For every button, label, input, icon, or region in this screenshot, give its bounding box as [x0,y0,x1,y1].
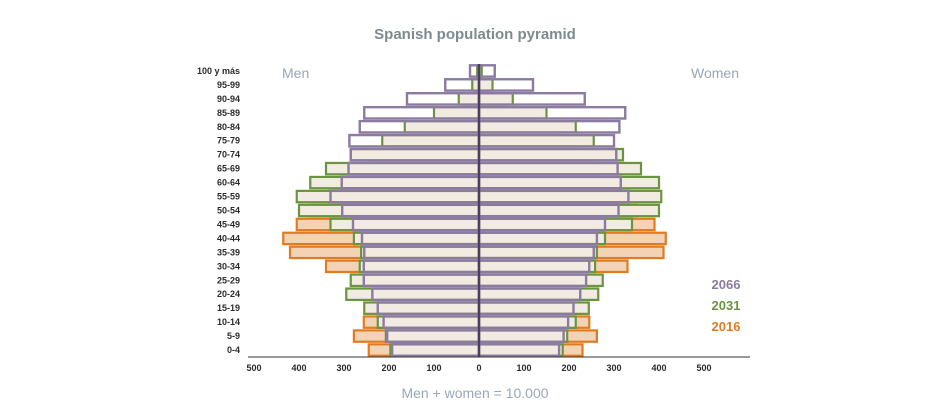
age-label: 20-24 [217,289,240,299]
bar-women-2031-55-59 [477,189,663,204]
bar-men-2031-70-74 [349,147,481,162]
bar-men-2031-25-29 [349,273,481,288]
bar-women-2031-10-14 [477,315,577,329]
bar-women-2031-85-89 [477,106,548,120]
x-tick-label: 400 [651,363,666,373]
bar-women-2031-45-49 [477,217,634,232]
age-label: 0-4 [227,345,240,355]
women-label: Women [691,65,739,81]
age-label: 45-49 [217,219,240,229]
age-label: 60-64 [217,178,240,188]
bar-women-2031-0-4 [477,343,564,357]
legend-item-2031: 2031 [712,298,741,313]
bar-men-2031-0-4 [389,343,481,357]
x-tick-label: 100 [426,363,441,373]
age-label: 15-19 [217,303,240,313]
x-tick-label: 100 [516,363,531,373]
x-tick-label: 400 [291,363,306,373]
x-tick-label: 200 [561,363,576,373]
age-label: 70-74 [217,150,240,160]
x-tick-label: 300 [606,363,621,373]
x-tick-label: 500 [696,363,711,373]
x-tick-label: 300 [336,363,351,373]
bar-men-2031-30-34 [358,259,481,274]
age-label: 30-34 [217,261,240,271]
age-label: 40-44 [217,233,240,243]
bar-men-2031-10-14 [376,315,481,329]
bar-women-2031-80-84 [477,120,577,134]
bar-men-2031-20-24 [345,287,481,301]
bar-women-2031-75-79 [477,133,595,148]
bar-men-2031-60-64 [309,175,481,190]
bar-women-2031-30-34 [477,259,597,274]
bar-women-2031-35-39 [477,245,599,260]
age-label: 80-84 [217,122,240,132]
bar-men-2031-50-54 [297,203,481,218]
age-label: 75-79 [217,136,240,146]
age-label: 50-54 [217,206,240,216]
age-label: 35-39 [217,247,240,257]
bar-women-2031-25-29 [477,273,604,288]
age-label: 100 y más [197,66,240,76]
bar-men-2031-35-39 [360,245,481,260]
age-label: 10-14 [217,317,240,327]
bar-women-2031-40-44 [477,231,607,246]
bar-men-2031-90-94 [457,92,481,106]
x-tick-label: 200 [381,363,396,373]
bar-women-2031-95-99 [477,78,494,92]
age-label: 65-69 [217,164,240,174]
legend: 2066 2031 2016 [712,277,741,334]
chart-title: Spanish population pyramid [374,26,576,43]
age-label: 25-29 [217,275,240,285]
bar-women-2031-60-64 [477,175,661,190]
bar-men-2031-55-59 [295,189,481,204]
bar-men-2031-80-84 [403,120,481,134]
age-label: 85-89 [217,108,240,118]
bar-men-2031-75-79 [381,133,481,148]
bar-men-2031-85-89 [432,106,481,120]
bar-women-2031-5-9 [477,329,569,343]
age-labels: 0-4 5-9 10-14 15-19 20-24 25-29 30-34 35-39 40-4… [197,66,240,355]
bar-women-2031-70-74 [477,147,625,162]
age-label: 90-94 [217,94,240,104]
bar-women-2031-90-94 [477,92,514,106]
bar-men-2031-5-9 [384,329,481,343]
bars-group [282,64,667,357]
age-label: 95-99 [217,80,240,90]
legend-item-2066: 2066 [712,277,741,292]
age-label: 5-9 [227,331,240,341]
legend-item-2016: 2016 [712,319,741,334]
x-tick-label: 0 [476,363,481,373]
men-label: Men [282,65,309,81]
x-tick-labels: 500 400 300 200 100 0 100 200 300 400 500 [246,363,711,373]
bar-women-2031-50-54 [477,203,661,218]
x-tick-label: 500 [246,363,261,373]
x-axis-caption: Men + women = 10.000 [401,385,548,401]
bar-men-2031-40-44 [352,231,481,246]
bar-men-2031-15-19 [363,301,481,315]
age-label: 55-59 [217,192,240,202]
